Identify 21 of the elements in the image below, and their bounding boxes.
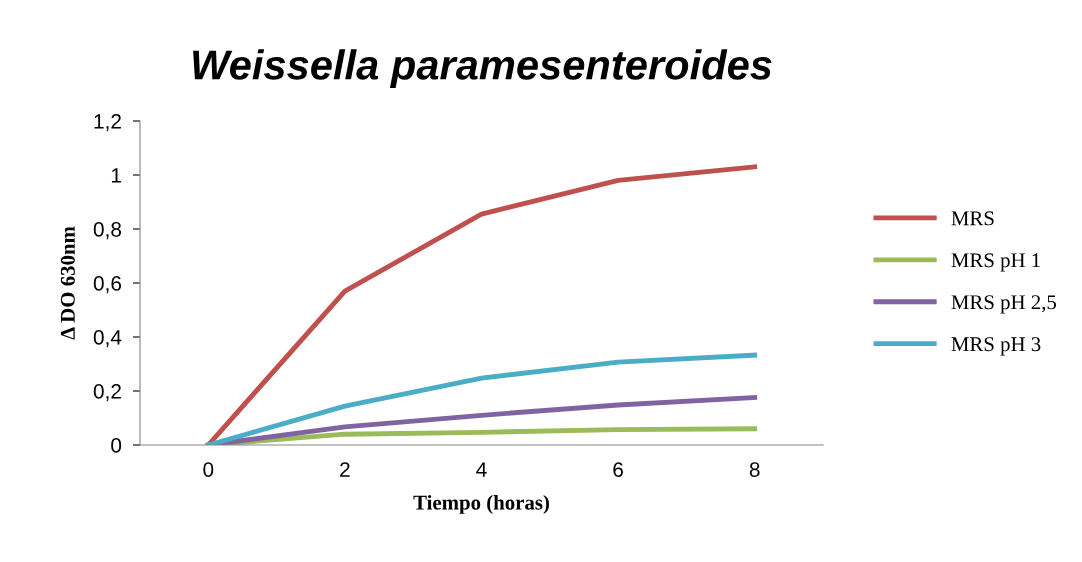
legend-label: MRS pH 3 <box>951 337 1041 356</box>
y-axis-title: Δ DO 630nm <box>60 226 75 340</box>
x-tick-label: 2 <box>340 462 350 477</box>
y-tick-label: 0,4 <box>93 330 122 348</box>
x-tick-label: 6 <box>613 462 623 477</box>
x-axis-title: Tiempo (horas) <box>413 494 549 514</box>
legend-label: MRS pH 2,5 <box>951 295 1057 314</box>
chart-title: Weissella paramesenteroides <box>193 49 772 88</box>
y-tick-label: 0,8 <box>93 222 122 240</box>
y-tick-label: 1,2 <box>94 114 121 132</box>
legend-label: MRS pH 1 <box>951 253 1040 272</box>
y-tick-label: 1 <box>111 168 121 183</box>
x-tick-label: 8 <box>749 462 760 477</box>
x-tick-label: 0 <box>203 462 214 477</box>
y-tick-label: 0,2 <box>93 384 121 402</box>
y-tick-label: 0 <box>111 438 122 453</box>
y-tick-label: 0,6 <box>93 276 122 294</box>
line-series <box>205 164 758 445</box>
line-series <box>205 352 758 445</box>
legend-label: MRS <box>951 211 994 226</box>
x-tick-label: 4 <box>476 462 487 477</box>
